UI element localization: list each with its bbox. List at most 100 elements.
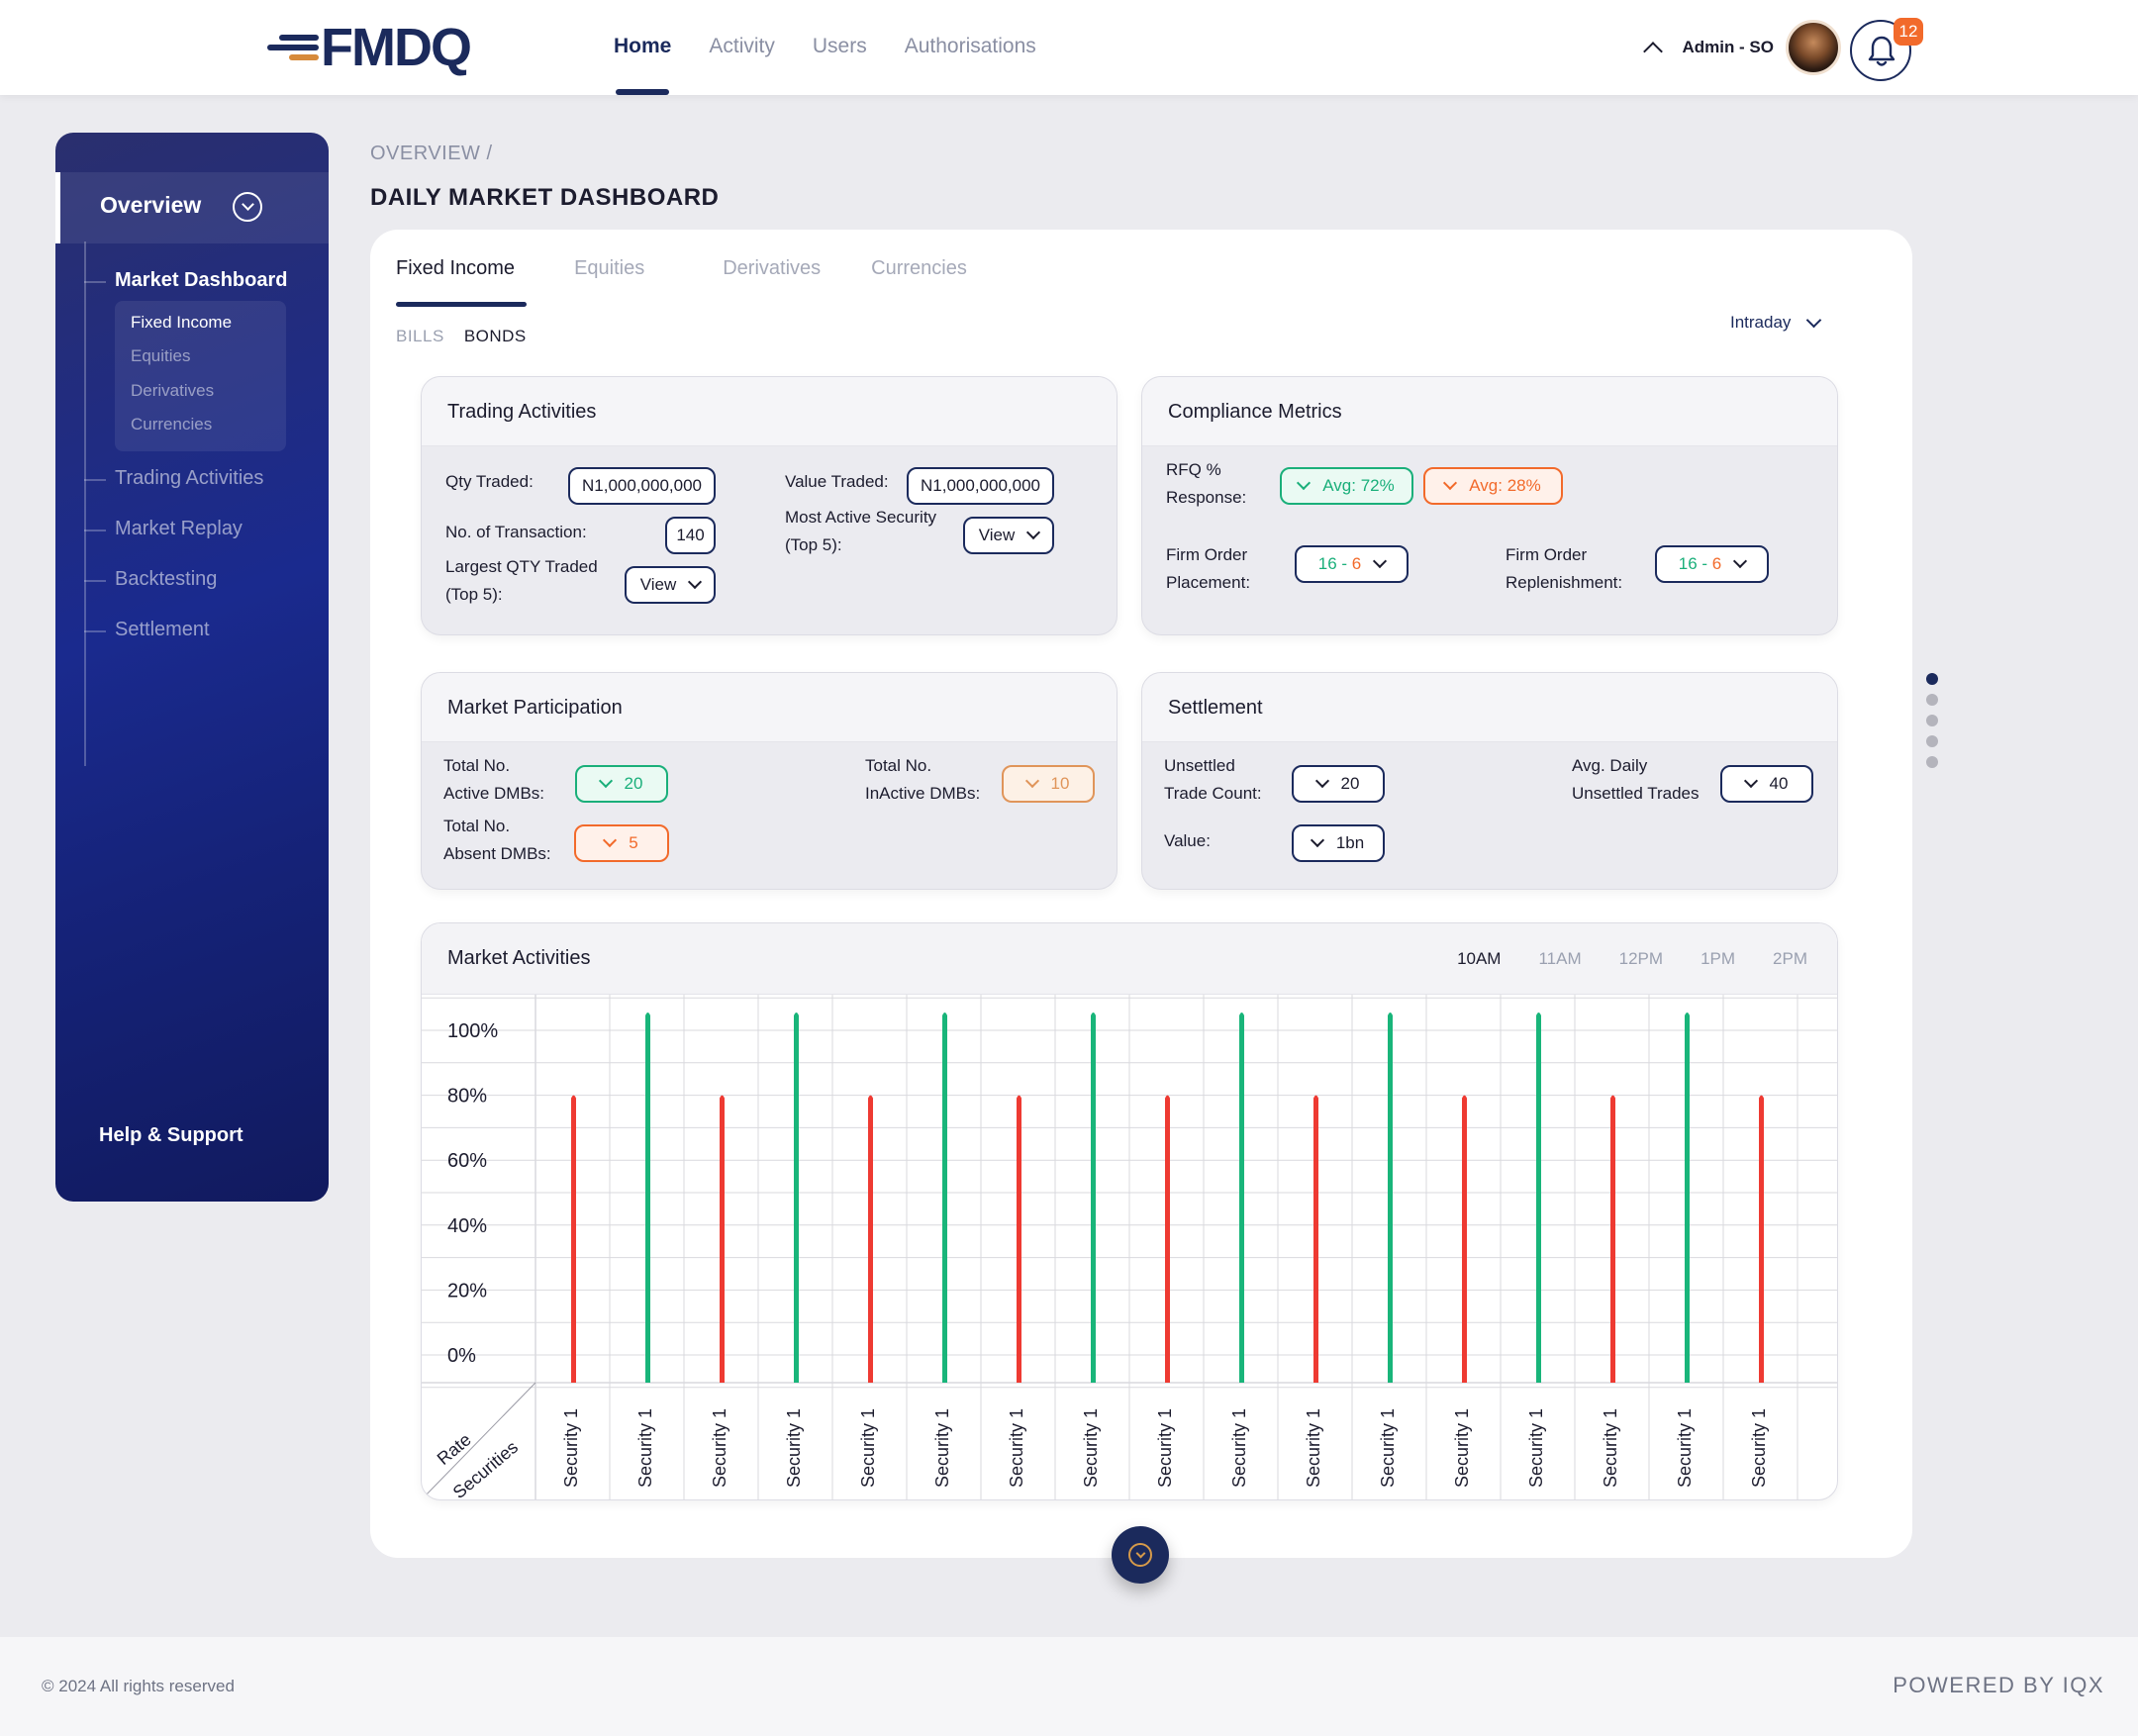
- nav-activity[interactable]: Activity: [709, 35, 775, 57]
- placement-select[interactable]: 16 - 6: [1295, 545, 1409, 583]
- placement-orange-value: 6: [1351, 554, 1362, 573]
- page-dot-1[interactable]: [1926, 673, 1938, 685]
- replenishment-orange-value: 6: [1711, 554, 1722, 573]
- tab-derivatives[interactable]: Derivatives: [723, 257, 822, 279]
- notifications-button[interactable]: 12: [1850, 18, 1923, 81]
- settlement-title: Settlement: [1142, 673, 1837, 742]
- active-dmbs-label-1: Total No.: [443, 756, 511, 775]
- time-12pm[interactable]: 12PM: [1618, 949, 1664, 968]
- x-tick-label: Security 1: [784, 1408, 804, 1488]
- active-dmbs-badge: 20: [575, 765, 668, 803]
- sidebar-overview-label: Overview: [100, 192, 202, 218]
- chevron-down-icon: [1743, 773, 1758, 789]
- sidebar-item-trading-activities[interactable]: Trading Activities: [83, 467, 264, 489]
- transactions-value: 140: [665, 517, 716, 554]
- avg-daily-select[interactable]: 40: [1720, 765, 1813, 803]
- replenishment-separator: -: [1701, 554, 1708, 573]
- largest-qty-view-button[interactable]: View: [625, 566, 716, 604]
- page-dot-2[interactable]: [1926, 694, 1938, 706]
- inactive-dmbs-label-2: InActive DMBs:: [865, 784, 981, 803]
- avatar[interactable]: [1786, 20, 1841, 75]
- market-participation-panel: Market Participation Total No. Active DM…: [421, 672, 1118, 890]
- chevron-down-icon: [688, 574, 703, 590]
- y-tick-label: 100%: [447, 1020, 498, 1042]
- chevron-down-icon: [1310, 832, 1324, 848]
- x-tick-label: Security 1: [1601, 1408, 1620, 1488]
- user-menu[interactable]: Admin - SO: [1643, 18, 1841, 77]
- avg-daily-value: 40: [1769, 774, 1789, 793]
- x-tick-label: Security 1: [1155, 1408, 1175, 1488]
- unsettled-count-select[interactable]: 20: [1292, 765, 1385, 803]
- page-dot-5[interactable]: [1926, 756, 1938, 768]
- x-tick-label: Security 1: [858, 1408, 878, 1488]
- transactions-label: No. of Transaction:: [445, 523, 587, 541]
- top-bar: FMDQ Home Activity Users Authorisations …: [0, 0, 2138, 95]
- sidebar-item-market-replay[interactable]: Market Replay: [84, 518, 243, 539]
- sidebar-item-market-dashboard[interactable]: Market Dashboard: [84, 269, 288, 291]
- bar: [1091, 1013, 1096, 1383]
- chevron-down-icon: [1026, 525, 1041, 540]
- subtab-bonds[interactable]: BONDS: [463, 327, 527, 345]
- fmdq-logo[interactable]: FMDQ: [267, 18, 472, 77]
- tab-fixed-income[interactable]: Fixed Income: [396, 257, 528, 307]
- inactive-dmbs-badge: 10: [1002, 765, 1095, 803]
- chevron-down-circle-icon[interactable]: [233, 192, 262, 222]
- settlement-value-select[interactable]: 1bn: [1292, 824, 1385, 862]
- most-active-label-1: Most Active Security: [785, 508, 937, 527]
- subtab-bills[interactable]: BILLS: [396, 327, 444, 345]
- sidebar-subitem-derivatives[interactable]: Derivatives: [131, 381, 215, 400]
- nav-authorisations[interactable]: Authorisations: [904, 35, 1036, 57]
- chevron-down-icon: [603, 832, 618, 848]
- sidebar-item-backtesting[interactable]: Backtesting: [83, 568, 218, 590]
- x-tick-label: Security 1: [1229, 1408, 1249, 1488]
- settlement-value-value: 1bn: [1335, 833, 1365, 852]
- value-traded-value: N1,000,000,000: [907, 467, 1054, 505]
- unsettled-label-1: Unsettled: [1164, 756, 1235, 775]
- time-1pm[interactable]: 1PM: [1701, 949, 1736, 968]
- help-support-link[interactable]: Help & Support: [99, 1124, 243, 1146]
- active-dmbs-value: 20: [624, 774, 643, 793]
- bar: [571, 1095, 576, 1383]
- sidebar-subitem-fixed-income[interactable]: Fixed Income: [131, 313, 233, 332]
- page-dot-4[interactable]: [1926, 735, 1938, 747]
- market-activities-title: Market Activities: [447, 947, 591, 969]
- market-activities-chart: 100% 80% 60% 40% 20% 0% Security 1 Security 1 Se…: [422, 995, 1837, 1499]
- chevron-down-icon: [1373, 553, 1388, 569]
- scroll-down-button[interactable]: [1112, 1526, 1169, 1584]
- breadcrumb[interactable]: OVERVIEW /: [370, 143, 493, 164]
- tab-equities[interactable]: Equities: [574, 257, 645, 279]
- y-axis-label: Rate: [434, 1429, 475, 1469]
- bar: [1017, 1095, 1021, 1383]
- nav-home[interactable]: Home: [614, 0, 671, 95]
- placement-green-value: 16: [1317, 554, 1337, 573]
- sidebar-subitem-equities[interactable]: Equities: [131, 346, 191, 365]
- inactive-dmbs-value: 10: [1050, 774, 1070, 793]
- sidebar-item-settlement[interactable]: Settlement: [84, 619, 210, 640]
- replenishment-select[interactable]: 16 - 6: [1655, 545, 1769, 583]
- tab-currencies[interactable]: Currencies: [871, 257, 967, 279]
- bar: [1462, 1095, 1467, 1383]
- most-active-view-button[interactable]: View: [963, 517, 1054, 554]
- instrument-subtabs: BILLS BONDS: [396, 327, 546, 346]
- dashboard-card: Fixed Income Equities Derivatives Curren…: [370, 230, 1912, 1584]
- sidebar-overview[interactable]: Overview: [55, 172, 329, 243]
- absent-dmbs-label-2: Absent DMBs:: [443, 844, 551, 863]
- placement-label-1: Firm Order: [1166, 545, 1248, 564]
- trading-activities-panel: Trading Activities Qty Traded: N1,000,00…: [421, 376, 1118, 635]
- time-2pm[interactable]: 2PM: [1773, 949, 1807, 968]
- largest-qty-label-1: Largest QTY Traded: [445, 557, 598, 576]
- page-dot-3[interactable]: [1926, 715, 1938, 726]
- main-nav: Home Activity Users Authorisations: [614, 0, 1074, 95]
- bar: [1388, 1013, 1393, 1383]
- chevron-up-icon[interactable]: [1643, 42, 1664, 61]
- placement-separator: -: [1341, 554, 1348, 573]
- time-10am[interactable]: 10AM: [1457, 949, 1502, 968]
- period-select[interactable]: Intraday: [1730, 312, 1822, 333]
- nav-users[interactable]: Users: [812, 35, 867, 57]
- time-11am[interactable]: 11AM: [1538, 949, 1582, 968]
- settlement-value-label: Value:: [1164, 831, 1211, 850]
- chevron-down-icon: [1443, 475, 1458, 491]
- sidebar-submenu: Fixed Income Equities Derivatives Curren…: [115, 301, 286, 451]
- market-activities-header: Market Activities 10AM 11AM 12PM 1PM 2PM: [422, 923, 1837, 995]
- sidebar-subitem-currencies[interactable]: Currencies: [131, 415, 213, 434]
